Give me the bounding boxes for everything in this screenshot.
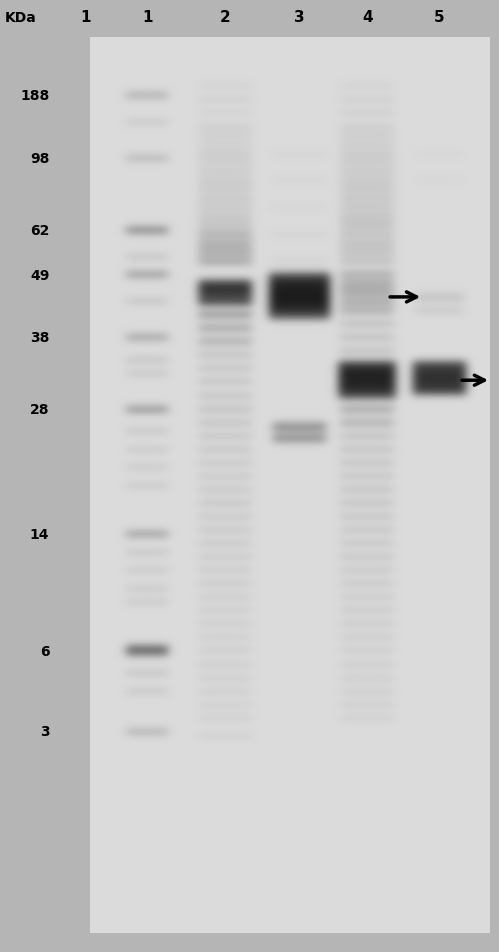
Text: 3: 3: [40, 724, 49, 739]
Text: 14: 14: [30, 527, 49, 542]
Text: 62: 62: [30, 224, 49, 237]
Text: 28: 28: [30, 403, 49, 416]
Text: 4: 4: [362, 10, 373, 25]
Text: 98: 98: [30, 152, 49, 166]
Text: 49: 49: [30, 268, 49, 282]
Text: 188: 188: [20, 89, 49, 103]
Text: 1: 1: [80, 10, 91, 25]
Text: 2: 2: [220, 10, 231, 25]
Text: KDa: KDa: [4, 10, 36, 25]
Text: 1: 1: [142, 10, 153, 25]
Text: 38: 38: [30, 331, 49, 345]
Text: 5: 5: [434, 10, 445, 25]
Text: 6: 6: [40, 645, 49, 658]
Text: 3: 3: [294, 10, 305, 25]
